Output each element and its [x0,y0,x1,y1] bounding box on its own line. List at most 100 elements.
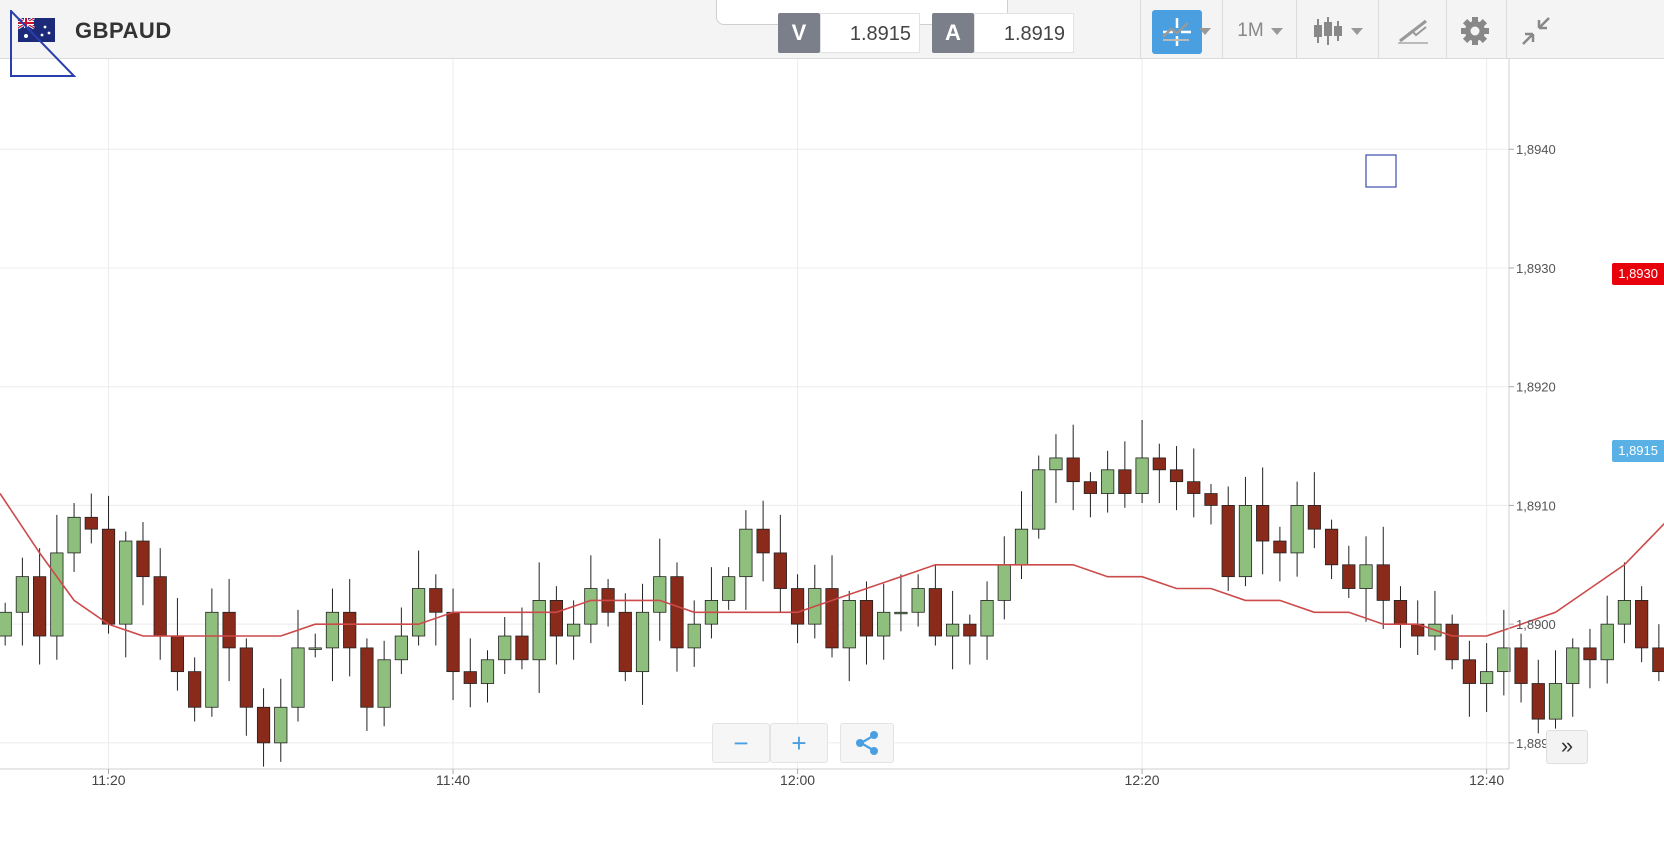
gear-icon [1461,17,1489,45]
candle [1583,628,1597,689]
candle-body [980,600,994,637]
candle-body [1617,600,1632,625]
candle [1273,526,1287,582]
last-price-badge: 1,8930 [1612,263,1664,285]
price-axis: 1,8890 1,8900 1,8910 1,8920 1,8930 1,8940 [1509,142,1556,751]
candle [790,574,805,644]
candle-body [825,588,839,649]
candle-body [567,623,581,637]
candle-body [997,564,1011,601]
candle [1600,595,1614,684]
candle [635,583,650,705]
candle [480,650,495,703]
candle [84,493,98,544]
candle-body [0,611,12,637]
timeframe-label: 1M [1237,20,1264,41]
candle-body [859,600,874,637]
collapse-button[interactable] [1514,8,1558,54]
time-tick-label: 11:20 [92,772,126,788]
candle-body [1032,469,1046,530]
share-button[interactable] [840,723,894,763]
drawing-tools-button[interactable] [1388,8,1438,54]
candle [1187,448,1201,518]
price-tick-label: 1,8890 [1516,736,1556,751]
candle-body [15,576,29,613]
candle-body [894,611,908,615]
toolbar: GBPAUD V 1.8915 A 1.8919 1M [0,0,1664,77]
candle [239,638,253,736]
candle [722,567,736,610]
candle [33,548,47,665]
time-tick-label: 12:40 [1469,772,1504,788]
candle-body [153,576,167,637]
price-tick-label: 1,8940 [1516,142,1556,157]
candle [1307,472,1321,549]
price-tick-label: 1,8910 [1516,498,1556,513]
candle-body [1600,623,1614,661]
candle [394,607,408,675]
candlestick-chart[interactable]: 1,8890 1,8900 1,8910 1,8920 1,8930 1,8940 11:… [0,59,1664,847]
candle-body [1221,505,1235,578]
candle [859,581,874,665]
candle [205,588,219,717]
candle-body [274,706,288,744]
candle-body [446,611,460,673]
time-tick-label: 12:00 [780,772,815,788]
candle [1428,590,1442,651]
candle-body [1393,600,1408,625]
buy-button[interactable]: A [932,13,974,53]
candle [222,579,236,682]
timeframe-button[interactable]: 1M [1232,8,1288,54]
candle [0,602,12,646]
candle [1032,455,1046,539]
candle-body [291,647,305,708]
candle-body [84,516,98,530]
candle-body [1462,659,1476,684]
candle-body [1324,528,1339,566]
candle-body [1652,647,1664,673]
candle [463,638,477,708]
zoom-out-button[interactable]: − [712,723,770,763]
candlestick-icon [1313,17,1342,45]
candle-body [911,588,925,613]
candle [67,503,81,572]
scroll-right-button[interactable]: » [1546,730,1588,764]
candle-body [239,647,253,708]
candle [1531,659,1545,734]
candle [1617,562,1632,644]
candle [274,678,288,762]
candle-body [1566,647,1580,684]
candle-body [170,635,185,673]
candle [670,562,684,672]
candle-body [50,552,64,637]
candle-body [394,635,408,661]
candle [101,495,116,634]
sell-button[interactable]: V [778,13,820,53]
candle [1462,640,1476,717]
candle [756,500,770,582]
candle-body [480,659,495,684]
candle [532,562,546,694]
candle-body [549,600,564,637]
candle-body [498,635,512,661]
zoom-in-button[interactable]: + [770,723,828,763]
candle [153,548,167,660]
candle-style-button[interactable] [1306,8,1368,54]
candle-body [343,611,357,649]
sell-price: 1.8915 [820,13,920,53]
candle [170,598,185,691]
candle-body [1273,540,1287,554]
candle [308,633,322,658]
candle [1101,450,1115,513]
candle-body [377,659,391,708]
candle [928,564,942,646]
candle-body [1101,469,1115,494]
chart-type-button[interactable] [1154,8,1216,54]
candle [119,531,133,658]
candle-body [722,576,736,601]
candle [1118,441,1132,508]
candle [1445,614,1459,670]
candle [343,579,357,677]
candle-body [205,611,219,708]
settings-button[interactable] [1454,8,1496,54]
